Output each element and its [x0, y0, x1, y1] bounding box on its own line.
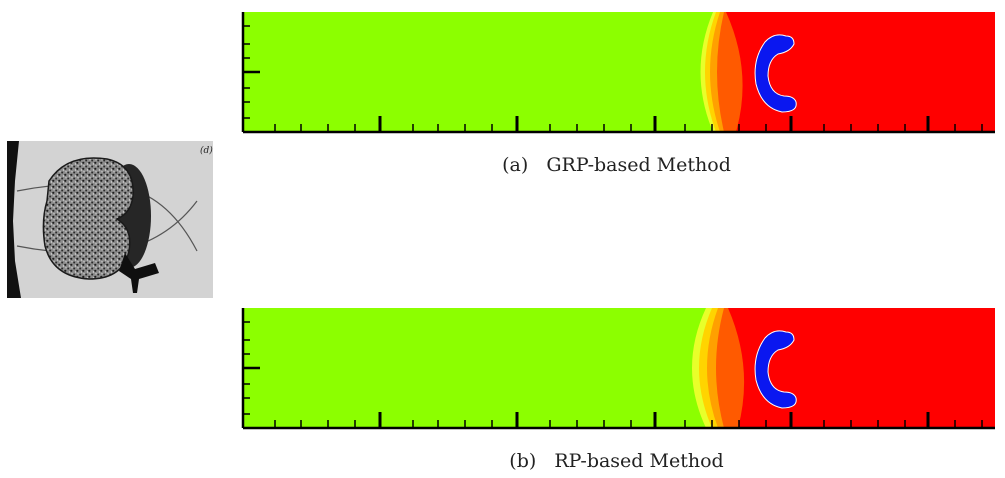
photo-label: (d) — [200, 145, 213, 156]
right-state-region — [728, 308, 995, 428]
caption-a-text: GRP-based Method — [546, 154, 731, 176]
simulation-panel-b — [238, 304, 995, 434]
right-state-region — [726, 12, 995, 132]
caption-b: (b) RP-based Method — [238, 450, 995, 472]
experimental-photo: (d) — [7, 141, 213, 298]
simulation-field-a — [241, 12, 995, 134]
caption-a: (a) GRP-based Method — [238, 154, 995, 176]
caption-b-label: (b) — [509, 450, 537, 472]
caption-a-label: (a) — [502, 154, 529, 176]
bubble-b — [754, 330, 797, 409]
simulation-field-b — [241, 308, 995, 430]
bubble-a — [754, 34, 797, 113]
shadowgraph-image: (d) — [7, 141, 213, 298]
caption-b-text: RP-based Method — [554, 450, 724, 472]
simulation-panel-a — [238, 8, 995, 138]
